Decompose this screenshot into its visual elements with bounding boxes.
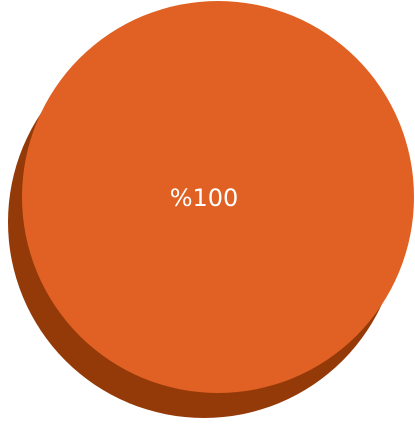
pie-slice-layer bbox=[22, 1, 414, 393]
pie-slice bbox=[22, 1, 414, 393]
pie-label-layer: %100 bbox=[170, 184, 239, 212]
pie-slice-label: %100 bbox=[170, 184, 239, 212]
